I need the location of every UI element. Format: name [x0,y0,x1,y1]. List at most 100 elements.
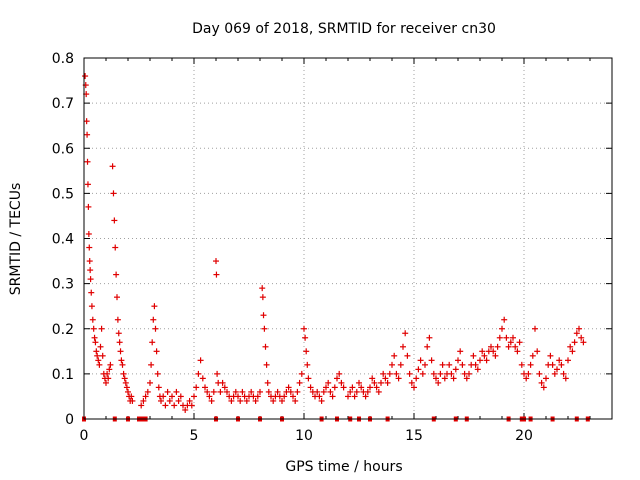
data-point [349,384,356,391]
data-point [565,357,571,364]
data-point [171,402,178,409]
data-point [105,375,112,382]
data-point [448,370,455,377]
data-point [389,361,395,368]
data-point [98,325,105,332]
data-point [569,348,576,355]
data-point [260,312,267,319]
data-point [369,375,376,382]
data-point [92,339,99,346]
data-point [210,388,217,395]
data-point [450,375,457,382]
data-point [112,244,119,251]
data-point [492,352,499,359]
data-point [415,366,422,373]
data-point [86,258,93,265]
data-point [202,384,208,391]
data-point [206,393,213,400]
data-point [84,131,91,138]
data-point [164,388,171,395]
data-point [83,118,90,125]
data-point [395,375,402,382]
data-point [88,289,95,296]
data-point [347,388,354,395]
data-point [529,352,536,359]
data-point [155,384,162,391]
data-point [562,375,569,382]
data-point [292,397,299,404]
plot-frame [83,57,613,420]
data-point [265,388,272,395]
data-point [446,361,453,368]
data-point [384,379,391,386]
data-point [304,361,311,368]
x-tick-label: 5 [190,428,199,444]
data-point [116,339,123,346]
data-point [152,325,159,332]
data-point [279,397,285,404]
data-point [457,348,464,355]
data-point [505,343,512,350]
data-point [503,334,510,341]
data-point [193,384,200,391]
data-point [527,361,534,368]
data-point [232,388,239,395]
data-point [150,316,157,323]
y-tick-label: 0.7 [52,96,74,112]
x-tick-label: 15 [405,428,423,444]
data-point [510,334,516,341]
data-point [99,352,106,359]
data-point [239,388,246,395]
data-point [329,393,336,400]
data-point [371,379,378,386]
data-point [120,370,127,377]
data-point [195,370,202,377]
data-point [119,361,126,368]
data-point [228,397,235,404]
y-tick-label: 0.2 [52,322,74,338]
data-point [325,379,332,386]
data-point [114,316,121,323]
data-point [115,330,122,337]
x-axis-label: GPS time / hours [285,459,402,475]
data-point [466,370,472,377]
data-point [375,388,382,395]
data-point [114,294,120,301]
data-point [147,379,153,386]
data-point [89,316,96,323]
data-point [576,325,582,332]
data-point [110,190,117,197]
data-point [118,357,125,364]
y-tick-label: 0.3 [52,277,74,293]
data-point [452,366,459,373]
data-point [428,357,435,364]
data-point [107,361,114,368]
data-point [514,348,521,355]
data-point [479,348,486,355]
data-point [490,348,497,355]
data-point [496,334,503,341]
data-point [386,370,393,377]
data-point [543,375,549,382]
data-point [84,181,91,188]
data-point [109,163,116,170]
x-tick-label: 20 [515,428,533,444]
data-point [558,361,565,368]
data-point [301,325,307,332]
data-point [208,397,215,404]
data-point [419,370,426,377]
data-point [87,276,94,283]
data-point [340,384,347,391]
data-point [85,203,92,210]
data-point [298,370,305,377]
data-point [305,375,312,382]
data-point [199,375,206,382]
data-point [281,393,288,400]
data-point [358,384,365,391]
data-point [439,361,446,368]
y-tick-label: 0.6 [52,141,74,157]
data-point [525,370,532,377]
data-point [285,384,292,391]
data-point [463,375,470,382]
data-point [316,393,323,400]
